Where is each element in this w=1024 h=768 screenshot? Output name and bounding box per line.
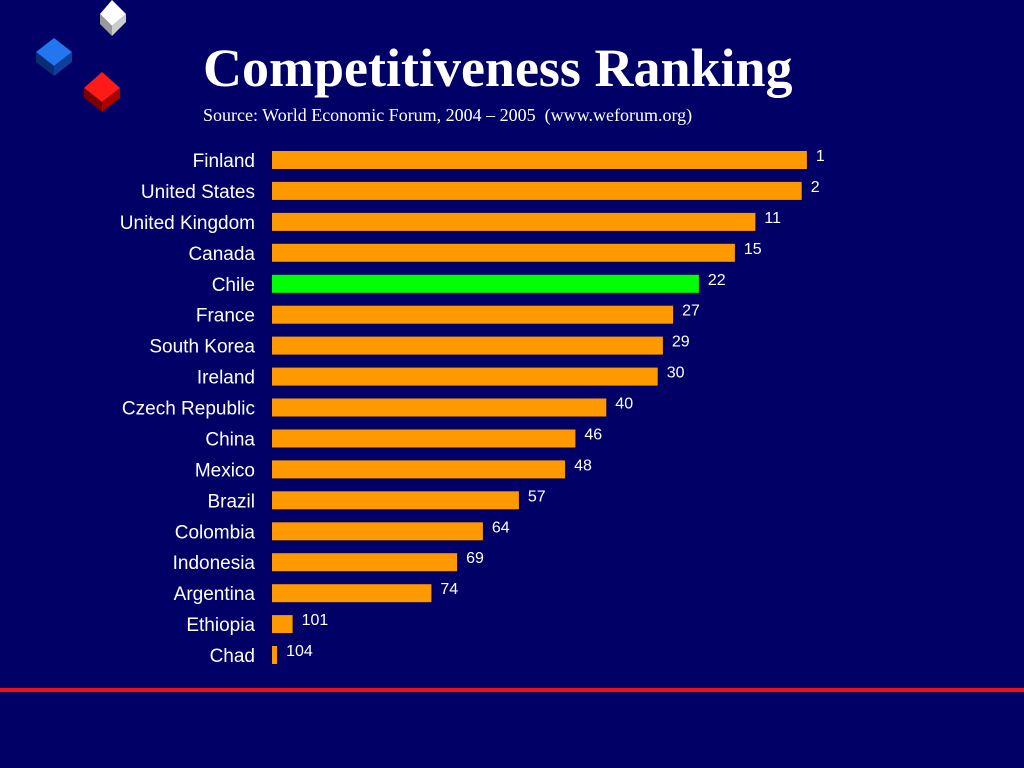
blue-cube-icon [36,38,72,76]
category-label-china: China [205,430,255,451]
value-label-united-states: 2 [811,179,820,196]
bar-china [272,429,576,448]
category-label-indonesia: Indonesia [173,553,256,574]
value-label-ethiopia: 101 [302,612,329,629]
category-label-canada: Canada [188,244,255,265]
value-label-argentina: 74 [440,581,458,598]
bar-colombia [272,522,483,541]
bar-south-korea [272,336,663,355]
category-label-mexico: Mexico [195,460,255,481]
value-label-china: 46 [584,427,602,444]
bar-czech-republic [272,398,607,417]
bar-argentina [272,584,432,603]
category-label-france: France [196,306,255,327]
category-label-colombia: Colombia [175,522,256,543]
red-cube-icon [84,72,120,112]
bar-brazil [272,491,519,510]
bar-indonesia [272,553,458,572]
value-label-finland: 1 [816,148,825,165]
category-label-chad: Chad [210,646,255,667]
bar-mexico [272,460,566,479]
bar-ireland [272,367,658,386]
value-label-czech-republic: 40 [615,396,633,413]
category-label-chile: Chile [212,275,255,296]
bottom-divider [0,688,1024,692]
value-label-colombia: 64 [492,519,510,536]
source-subtitle: Source: World Economic Forum, 2004 – 200… [203,105,693,125]
category-label-finland: Finland [193,151,255,172]
category-label-united-states: United States [141,182,255,203]
value-label-brazil: 57 [528,488,546,505]
three-cubes-logo-icon [36,0,126,112]
value-label-indonesia: 69 [466,550,484,567]
category-label-brazil: Brazil [207,491,255,512]
value-label-mexico: 48 [574,457,592,474]
bar-united-kingdom [272,212,756,231]
value-label-south-korea: 29 [672,334,690,351]
bar-ethiopia [272,615,293,634]
category-label-czech-republic: Czech Republic [122,399,255,420]
category-label-united-kingdom: United Kingdom [120,213,255,234]
bar-finland [272,151,807,169]
value-label-chile: 22 [708,272,726,289]
value-label-chad: 104 [286,643,313,660]
white-cube-icon [100,0,126,36]
category-label-argentina: Argentina [174,584,256,605]
category-label-ireland: Ireland [197,368,255,389]
bar-canada [272,243,735,262]
page-title: Competitiveness Ranking [203,38,793,98]
bar-united-states [272,181,802,200]
value-label-united-kingdom: 11 [764,210,781,227]
bar-chad [272,646,278,664]
bar-france [272,305,674,324]
value-label-france: 27 [682,303,700,320]
ranking-bar-chart: Finland 1 United States 2 United Kingdom 11 Ca… [120,148,825,667]
value-label-canada: 15 [744,241,762,258]
bar-chile [272,274,699,293]
category-label-south-korea: South Korea [149,337,255,358]
value-label-ireland: 30 [667,365,685,382]
category-label-ethiopia: Ethiopia [186,615,255,636]
